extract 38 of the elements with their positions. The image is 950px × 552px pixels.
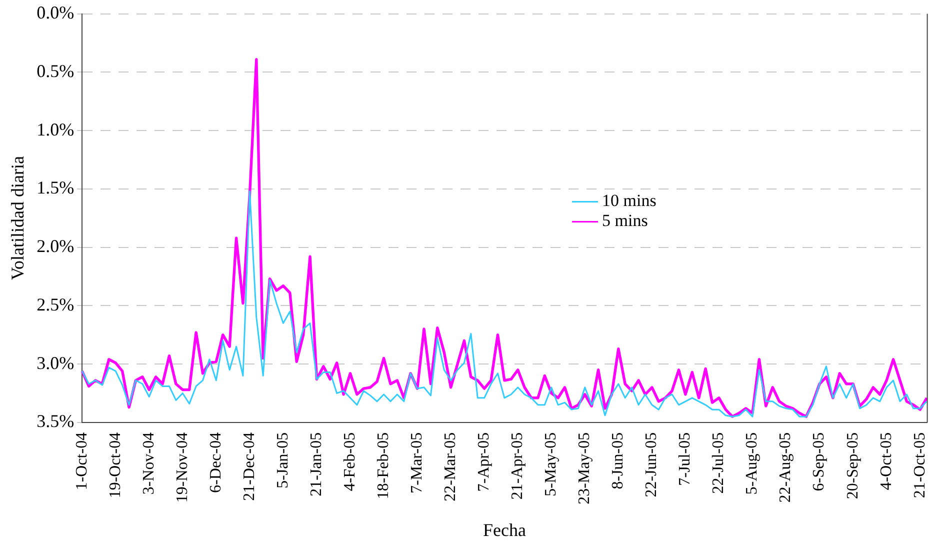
x-tick-label: 22-Jul-05 (710, 432, 728, 494)
y-tick-label: 1.0% (36, 119, 74, 140)
x-tick-label: 21-Jan-05 (308, 432, 325, 496)
x-tick-label: 6-Sep-05 (810, 432, 828, 492)
x-tick-label: 22-Jun-05 (643, 432, 660, 498)
y-tick-label: 3.5% (36, 411, 74, 432)
x-tick-label: 23-May-05 (576, 432, 594, 504)
x-tick-label: 8-Jun-05 (610, 432, 627, 490)
x-tick-label: 7-Mar-05 (408, 432, 426, 494)
x-tick-label: 20-Sep-05 (844, 432, 862, 500)
x-tick-label: 5-Aug-05 (744, 432, 761, 495)
y-tick-label: 0.5% (36, 60, 74, 81)
x-tick-label: 4-Oct-05 (878, 432, 895, 490)
y-axis-title: Volatilidad diaria (8, 156, 28, 280)
x-tick-label: 3-Nov-04 (140, 432, 158, 495)
legend-label: 10 mins (602, 191, 656, 210)
x-tick-label: 6-Dec-04 (207, 432, 224, 493)
y-tick-label: 2.0% (36, 236, 74, 256)
x-tick-label: 4-Feb-05 (341, 432, 358, 492)
y-tick-label: 0.0% (36, 2, 74, 23)
x-axis-title: Fecha (482, 520, 526, 540)
x-tick-label: 21-Dec-04 (240, 432, 258, 501)
x-tick-label: 21-Apr-05 (509, 432, 526, 500)
x-tick-label: 22-Mar-05 (442, 432, 460, 502)
x-tick-label: 1-Oct-04 (73, 432, 90, 490)
x-tick-label: 7-Jul-05 (676, 432, 694, 486)
legend-label: 5 mins (602, 211, 648, 230)
x-tick-label: 22-Aug-05 (777, 432, 794, 503)
x-tick-label: 5-May-05 (542, 432, 560, 496)
y-tick-label: 1.5% (36, 178, 74, 198)
x-tick-label: 21-Oct-05 (911, 432, 928, 498)
y-tick-label: 3.0% (36, 352, 74, 373)
x-tick-label: 7-Apr-05 (476, 432, 493, 492)
x-tick-label: 18-Feb-05 (374, 432, 392, 500)
x-tick-label: 19-Oct-04 (106, 432, 124, 498)
y-tick-label: 2.5% (36, 294, 74, 314)
x-tick-label: 5-Jan-05 (274, 432, 292, 488)
x-tick-label: 19-Nov-04 (174, 432, 191, 503)
